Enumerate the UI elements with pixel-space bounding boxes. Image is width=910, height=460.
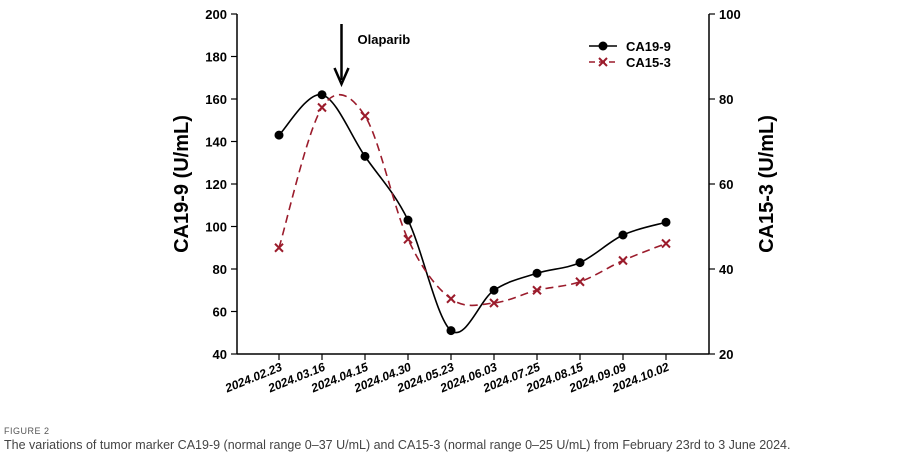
data-point-CA15-3 (403, 234, 413, 244)
data-point-CA19-9 (274, 130, 284, 140)
legend-label: CA19-9 (626, 39, 671, 54)
figure-label: FIGURE 2 (4, 426, 50, 436)
y-axis-label: CA19-9 (U/mL) (171, 115, 193, 253)
legend-label: CA15-3 (626, 55, 671, 70)
y2-tick-label: 40 (719, 262, 733, 277)
y-tick-label: 80 (213, 262, 227, 277)
legend-marker (598, 41, 608, 51)
data-point-CA15-3 (317, 102, 327, 113)
data-point-CA19-9 (489, 285, 499, 295)
data-point-CA15-3 (360, 111, 370, 121)
annotation-label: Olaparib (358, 32, 411, 47)
chart: 406080100120140160180200204060801002024.… (171, 7, 778, 396)
data-point-CA15-3 (446, 294, 456, 304)
y2-tick-label: 60 (719, 177, 733, 192)
data-point-CA15-3 (489, 298, 499, 308)
olaparib-arrowhead (333, 67, 350, 88)
legend-marker (598, 57, 608, 67)
y-tick-label: 120 (205, 177, 227, 192)
data-point-CA15-3 (575, 277, 585, 287)
figure-caption: The variations of tumor marker CA19-9 (n… (4, 438, 791, 452)
data-point-CA19-9 (575, 258, 585, 268)
data-point-CA19-9 (403, 215, 413, 225)
y-tick-label: 40 (213, 347, 227, 362)
y-tick-label: 160 (205, 92, 227, 107)
data-point-CA19-9 (618, 230, 628, 240)
data-point-CA15-3 (274, 243, 284, 253)
y2-tick-label: 100 (719, 7, 741, 22)
y2-tick-label: 80 (719, 92, 733, 107)
y-tick-label: 180 (205, 50, 227, 65)
y2-tick-label: 20 (719, 347, 733, 362)
data-point-CA15-3 (532, 285, 542, 295)
data-point-CA19-9 (360, 151, 370, 161)
y-tick-label: 60 (213, 305, 227, 320)
data-point-CA15-3 (618, 255, 628, 266)
y2-axis-label: CA15-3 (U/mL) (756, 115, 778, 253)
data-point-CA19-9 (446, 326, 456, 336)
data-point-CA19-9 (532, 268, 542, 278)
y-tick-label: 100 (205, 220, 227, 235)
series-line-CA15-3 (278, 93, 667, 307)
data-point-CA19-9 (317, 90, 327, 100)
y-tick-label: 200 (205, 7, 227, 22)
data-point-CA15-3 (661, 238, 671, 249)
y-tick-label: 140 (205, 135, 227, 150)
series-line-CA19-9 (278, 93, 667, 334)
data-point-CA19-9 (661, 217, 671, 227)
